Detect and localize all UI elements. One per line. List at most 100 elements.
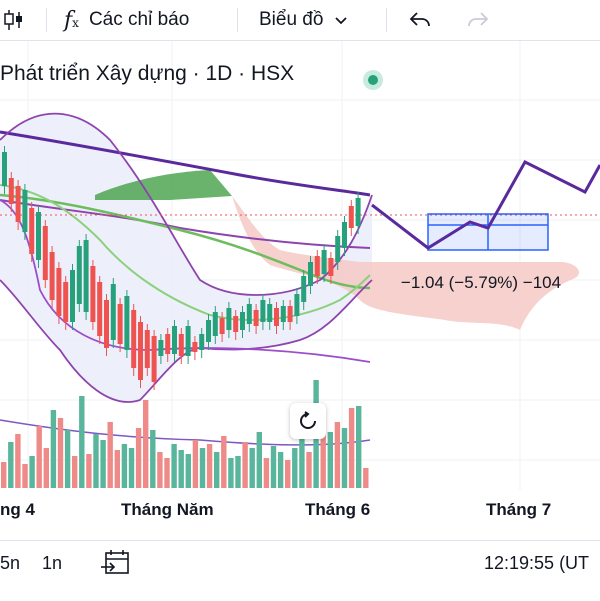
chart-type-label: Biểu đồ [259,9,324,30]
indicators-label: Các chỉ báo [88,9,190,30]
volume-bar [36,426,42,488]
x-tick-label: Tháng Năm [121,500,214,519]
volume-bar [29,456,35,488]
volume-bar [348,408,355,488]
candle-body [36,212,41,260]
volume-bar [157,452,163,488]
reset-chart-button[interactable] [290,403,326,439]
candle-body [172,326,177,354]
time-axis[interactable]: ng 4 Tháng Năm Tháng 6 Tháng 7 [0,490,600,530]
volume-bar [263,458,270,488]
x-tick-label: Tháng 6 [305,500,371,519]
candle-body [104,300,109,348]
bollinger-mid-line [0,199,371,249]
projection-zigzag-line[interactable] [371,160,600,250]
candle-body [178,334,184,356]
volume-bar [150,430,156,488]
candle-body [63,282,69,322]
candle-body [49,252,55,300]
volume-bar [363,468,369,488]
volume-bar [64,430,71,488]
volume-bar [178,450,184,488]
volume-bar [356,406,362,488]
volume-bar [249,448,255,488]
volume-bar [15,434,21,488]
candle-body [110,284,116,340]
candle-body [348,206,354,228]
candle-body [192,342,198,352]
volume-bar [306,452,312,488]
candle-body [165,334,171,354]
volume-bar [327,432,333,488]
candle-body [287,306,293,322]
bollinger-upper-line [0,112,373,296]
chart-type-button[interactable]: Biểu đồ [259,0,348,40]
range-1n-button[interactable]: 1n [42,552,63,573]
indicators-button[interactable]: fx Các chỉ báo [64,0,189,40]
candle-body [138,322,143,380]
volume-bar [72,456,78,488]
calendar-goto-icon[interactable] [100,541,130,585]
volume-bar [114,450,120,488]
volume-bar [107,422,113,488]
volume-bar [86,454,92,488]
candle-body [246,304,252,324]
candle-body [219,318,225,334]
candle-body [90,266,96,322]
candle-body [260,300,266,322]
candle-body [267,304,273,322]
volume-bar [242,442,248,488]
volume-bar [221,436,227,488]
ma-green-1 [0,193,371,290]
volume-bar [57,418,64,488]
price-change-label: −1.04 (−5.79%) −104 [400,273,562,292]
chevron-down-icon [335,9,348,31]
undo-button[interactable] [408,0,432,40]
candle-body [308,262,313,286]
candlestick-icon[interactable] [0,0,26,40]
fx-icon: fx [64,7,79,33]
candle-body [199,334,205,350]
candle-body [185,326,191,356]
candle-body [8,178,14,204]
candle-body [22,190,28,232]
volume-bars [1,380,369,488]
volume-bar [143,400,149,488]
volume-bar [43,448,49,488]
volume-bar [235,456,241,488]
candle-body [294,294,300,316]
volume-bar [22,464,28,488]
candle-body [240,312,245,330]
volume-bar [285,460,291,488]
candle-body [321,250,327,274]
candle-body [274,308,279,326]
x-tick-label: ng 4 [0,500,35,519]
candle-body [233,316,239,332]
clock-display[interactable]: 12:19:55 (UT [484,552,590,573]
volume-bar [135,428,142,488]
volume-bar [256,432,262,488]
volume-bar [341,428,348,488]
x-tick-label: Tháng 7 [486,500,552,519]
bollinger-lower-line [0,279,373,403]
symbol-title[interactable]: Phát triển Xây dựng · 1D · HSX [0,62,295,85]
volume-bar [192,440,199,488]
volume-bar [299,438,305,488]
redo-button[interactable] [466,0,490,40]
volume-bar [214,452,220,488]
volume-bar [292,448,298,488]
candle-body [328,258,334,276]
candle-body [314,256,320,276]
market-status-dot-icon[interactable] [363,70,383,90]
candle-body [117,304,123,344]
candle-body [335,236,341,262]
candle-body [301,276,307,302]
candle-body [151,336,157,382]
price-chart[interactable] [0,0,600,540]
candle-body [144,330,150,368]
candle-body [56,268,62,316]
range-5n-button[interactable]: 5n [0,552,21,573]
volume-bar [320,418,326,488]
volume-bar [270,446,277,488]
candle-body [42,226,48,280]
